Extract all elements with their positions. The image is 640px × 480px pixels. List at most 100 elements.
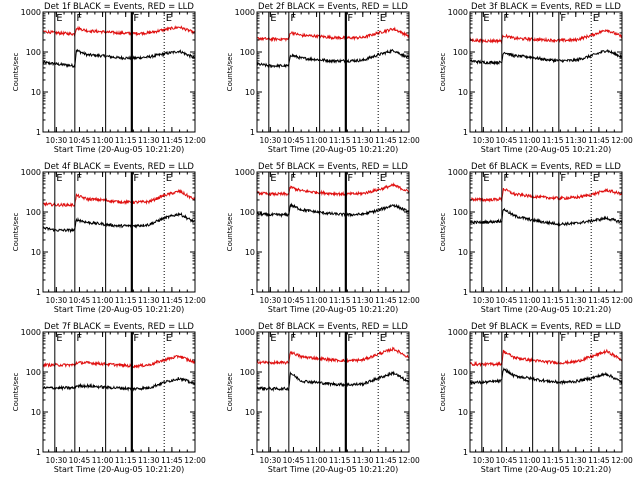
- y-tick-label: 1000: [235, 168, 255, 177]
- event-marker-label: F: [290, 333, 296, 344]
- events-series-line: [42, 211, 196, 234]
- x-tick-label: 11:45: [161, 456, 183, 465]
- y-tick-label: 10: [458, 248, 468, 257]
- events-series-line: [256, 370, 410, 392]
- x-tick-label: 11:15: [115, 136, 137, 145]
- event-marker-label: F: [503, 13, 509, 24]
- y-tick-label: 1: [250, 448, 255, 457]
- x-axis-label: Start Time (20-Aug-05 10:21:20): [268, 145, 399, 154]
- event-marker-label: E: [380, 173, 386, 184]
- y-axis-label: Counts/sec: [12, 53, 20, 92]
- event-marker-label: E: [166, 13, 172, 24]
- x-tick-label: 11:30: [565, 136, 587, 145]
- event-marker-label: F: [133, 173, 139, 184]
- plot-frame: [42, 171, 196, 293]
- event-marker-label: F: [503, 333, 509, 344]
- plot-frame: [42, 11, 196, 133]
- x-tick-label: 11:45: [161, 296, 183, 305]
- y-tick-label: 100: [240, 208, 255, 217]
- x-tick-label: 12:00: [611, 136, 633, 145]
- x-tick-label: 11:15: [115, 456, 137, 465]
- event-marker-label: E: [270, 173, 276, 184]
- lld-series-line: [256, 346, 410, 365]
- y-axis-label: Counts/sec: [226, 373, 234, 412]
- chart-title: Det 3f BLACK = Events, RED = LLD: [471, 2, 621, 12]
- x-tick-label: 11:00: [519, 456, 541, 465]
- x-tick-label: 10:45: [69, 456, 91, 465]
- event-marker-label: F: [133, 333, 139, 344]
- y-tick-label: 10: [458, 88, 468, 97]
- x-tick-label: 11:45: [588, 296, 610, 305]
- x-tick-label: 11:30: [352, 456, 374, 465]
- x-tick-label: 11:00: [92, 296, 114, 305]
- events-series-line: [42, 377, 196, 392]
- y-tick-label: 100: [26, 48, 41, 57]
- event-marker-label: F: [347, 333, 353, 344]
- x-tick-label: 11:45: [588, 136, 610, 145]
- y-tick-label: 100: [26, 208, 41, 217]
- lld-series-line: [469, 348, 623, 368]
- x-tick-label: 11:15: [329, 136, 351, 145]
- event-marker-label: E: [166, 173, 172, 184]
- x-axis-label: Start Time (20-Aug-05 10:21:20): [54, 305, 185, 314]
- plot-frame: [256, 171, 410, 293]
- event-marker-label: E: [270, 13, 276, 24]
- x-tick-label: 10:30: [46, 456, 68, 465]
- lld-series-line: [42, 25, 196, 37]
- y-tick-label: 100: [240, 368, 255, 377]
- x-tick-label: 10:30: [46, 136, 68, 145]
- x-tick-label: 11:15: [329, 296, 351, 305]
- y-tick-label: 10: [31, 408, 41, 417]
- x-tick-label: 11:30: [138, 456, 160, 465]
- plot-frame: [256, 11, 410, 133]
- x-tick-label: 12:00: [398, 136, 420, 145]
- x-tick-label: 11:45: [161, 136, 183, 145]
- x-tick-label: 11:45: [375, 456, 397, 465]
- lld-series-line: [469, 187, 623, 203]
- event-marker-label: E: [270, 333, 276, 344]
- event-marker-label: F: [347, 173, 353, 184]
- event-marker-label: E: [380, 333, 386, 344]
- y-tick-label: 10: [458, 408, 468, 417]
- event-marker-label: F: [290, 173, 296, 184]
- plot-frame: [469, 331, 623, 453]
- x-tick-label: 11:15: [542, 136, 564, 145]
- lld-series-line: [42, 188, 196, 208]
- y-axis-label: Counts/sec: [226, 53, 234, 92]
- plot-frame: [256, 331, 410, 453]
- lld-series-line: [469, 28, 622, 45]
- event-marker-label: E: [483, 333, 489, 344]
- events-series-line: [469, 48, 623, 66]
- y-tick-label: 1: [36, 288, 41, 297]
- event-marker-label: E: [166, 333, 172, 344]
- y-tick-label: 100: [453, 368, 468, 377]
- lld-series-line: [42, 354, 196, 369]
- x-axis-label: Start Time (20-Aug-05 10:21:20): [54, 465, 185, 474]
- y-tick-label: 100: [453, 208, 468, 217]
- chart-title: Det 6f BLACK = Events, RED = LLD: [471, 162, 621, 172]
- x-axis-label: Start Time (20-Aug-05 10:21:20): [481, 465, 612, 474]
- x-tick-label: 11:00: [306, 136, 328, 145]
- x-tick-label: 11:15: [542, 456, 564, 465]
- y-tick-label: 1000: [235, 8, 255, 17]
- event-marker-label: F: [560, 173, 566, 184]
- x-tick-label: 12:00: [184, 136, 206, 145]
- x-tick-label: 11:30: [352, 136, 374, 145]
- x-tick-label: 11:45: [588, 456, 610, 465]
- y-tick-label: 10: [31, 88, 41, 97]
- x-tick-label: 11:30: [565, 296, 587, 305]
- y-tick-label: 1: [250, 128, 255, 137]
- x-tick-label: 11:15: [115, 296, 137, 305]
- x-tick-label: 11:30: [565, 456, 587, 465]
- chart-title: Det 8f BLACK = Events, RED = LLD: [258, 322, 408, 332]
- plot-frame: [42, 331, 196, 453]
- x-tick-label: 11:30: [352, 296, 374, 305]
- events-series-line: [256, 202, 410, 218]
